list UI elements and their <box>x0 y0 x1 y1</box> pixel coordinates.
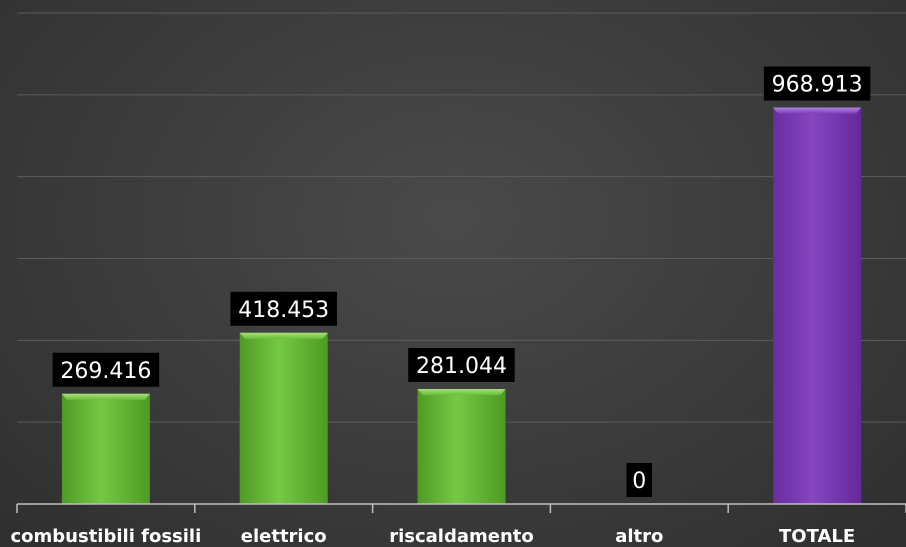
bar-bevel <box>773 107 862 114</box>
data-label-box <box>230 291 337 326</box>
data-label: 418.453 <box>230 291 337 326</box>
data-label-text: 269.416 <box>60 359 151 384</box>
data-label-box <box>626 463 653 497</box>
data-label-box <box>763 66 871 101</box>
data-label-text: 968.913 <box>772 73 863 98</box>
bars <box>61 107 862 504</box>
category-label: altro <box>615 526 663 547</box>
gridlines <box>17 12 906 423</box>
data-labels: 269.416 418.453 281.044 0 968.913 <box>52 66 871 497</box>
data-label-box <box>408 348 515 383</box>
category-label: TOTALE <box>779 526 855 547</box>
category-label: elettrico <box>241 526 327 547</box>
category-label: combustibili fossili <box>11 526 202 547</box>
data-label: 968.913 <box>763 66 871 101</box>
category-label: riscaldamento <box>389 526 534 547</box>
data-label-text: 281.044 <box>416 354 507 379</box>
bar-bevel <box>239 332 328 339</box>
bar-elettrico <box>239 332 328 504</box>
bar-bevel <box>61 393 150 400</box>
category-labels: combustibili fossili elettrico riscaldamen… <box>11 526 856 547</box>
bar-totale <box>773 107 862 504</box>
data-label: 0 <box>626 463 653 497</box>
data-label: 281.044 <box>408 348 515 383</box>
bar-combustibili-fossili <box>61 393 150 504</box>
data-label: 269.416 <box>52 352 160 387</box>
data-label-text: 418.453 <box>238 298 329 323</box>
data-label-text: 0 <box>632 469 646 494</box>
bar-bevel <box>417 389 506 396</box>
bar-riscaldamento <box>417 389 506 504</box>
x-axis <box>16 503 906 513</box>
data-label-box <box>52 352 160 387</box>
